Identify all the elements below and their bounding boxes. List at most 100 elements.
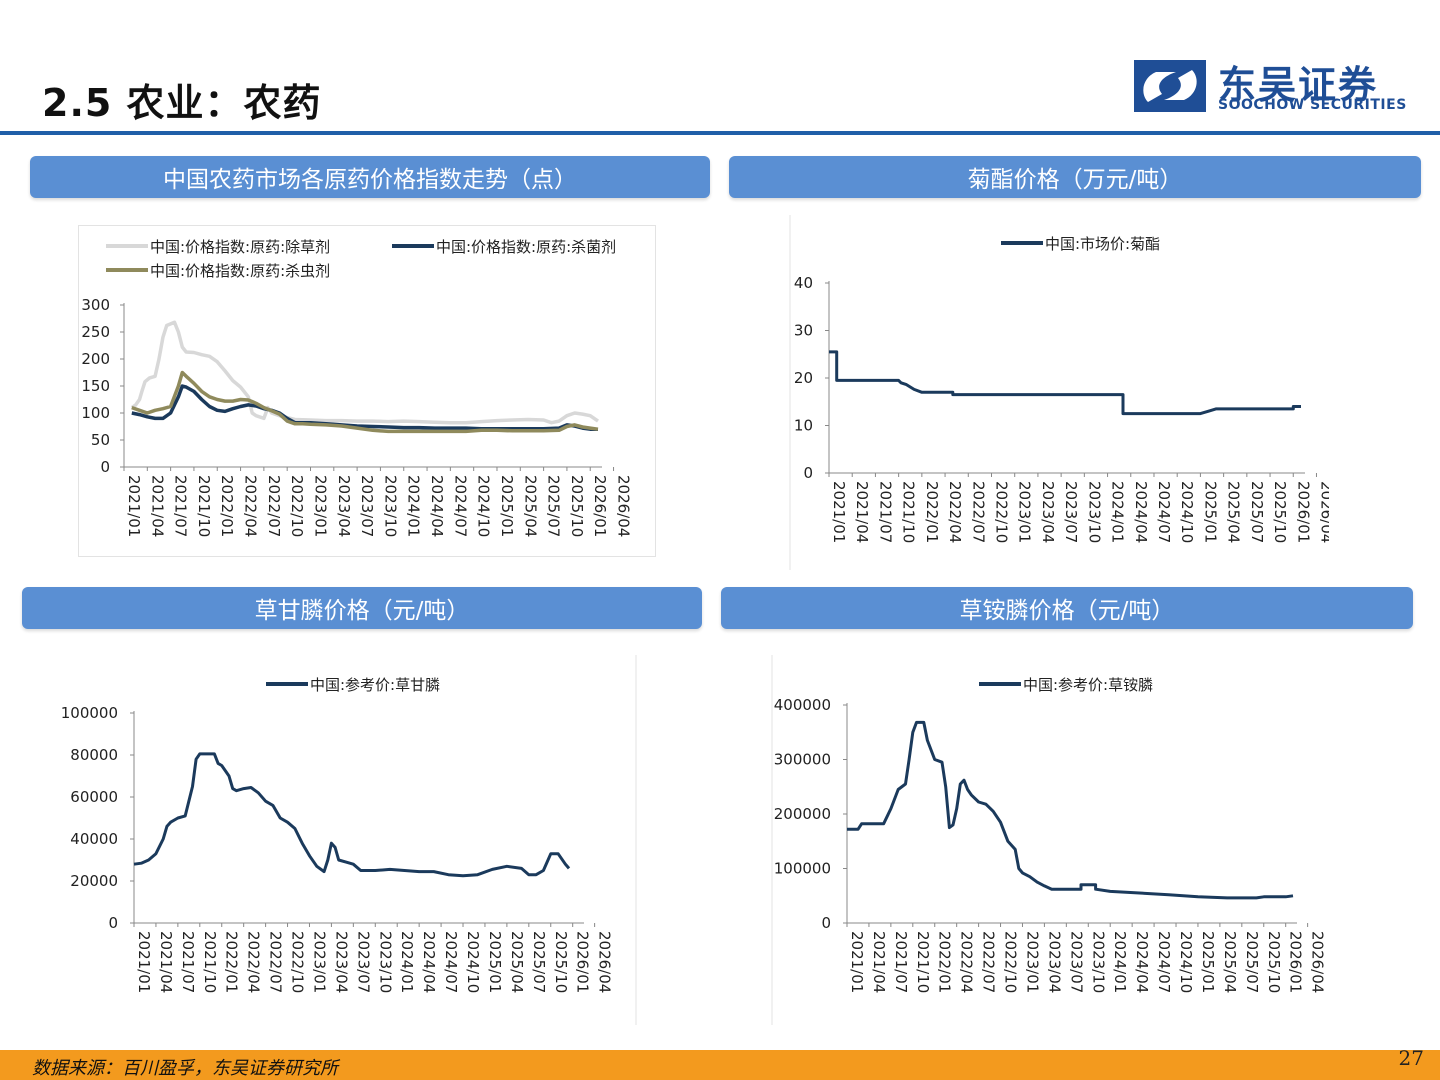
x-tick-label: 2023/01 — [1016, 481, 1034, 543]
logo: 东吴证券 SOOCHOW SECURITIES — [1132, 56, 1412, 116]
chart4-banner: 草铵膦价格（元/吨） — [721, 587, 1413, 629]
x-tick-label: 2024/01 — [405, 475, 423, 537]
legend-label-glufosinate: 中国:参考价:草铵膦 — [1023, 676, 1153, 694]
x-tick-label: 2021/07 — [172, 475, 190, 537]
x-tick-label: 2021/07 — [892, 931, 910, 993]
y-tick-label: 40 — [794, 274, 813, 292]
x-tick-label: 2022/04 — [946, 481, 964, 543]
x-tick-label: 2025/10 — [1265, 931, 1283, 993]
y-tick-label: 150 — [81, 377, 110, 395]
x-tick-label: 2021/01 — [135, 931, 153, 993]
legend-label-fungicide: 中国:价格指数:原药:杀菌剂 — [436, 238, 616, 256]
x-tick-label: 2023/07 — [358, 475, 376, 537]
chart3-legend: 中国:参考价:草甘膦 — [266, 676, 440, 694]
x-tick-label: 2025/04 — [508, 931, 526, 993]
x-tick-label: 2025/10 — [568, 475, 586, 537]
x-tick-label: 2025/01 — [1199, 931, 1217, 993]
chart2-legend: 中国:市场价:菊酯 — [1001, 235, 1160, 253]
x-tick-label: 2024/07 — [1155, 931, 1173, 993]
y-tick-label: 80000 — [70, 746, 118, 764]
x-tick-label: 2024/01 — [1111, 931, 1129, 993]
chart1-legend: 中国:价格指数:原药:除草剂 中国:价格指数:原药:杀菌剂 中国:价格指数:原药… — [106, 238, 616, 280]
x-tick-label: 2023/04 — [335, 475, 353, 537]
y-tick-label: 100 — [81, 404, 110, 422]
footer-source: 数据来源：百川盈孚，东吴证券研究所 — [32, 1058, 338, 1079]
x-tick-label: 2025/01 — [498, 475, 516, 537]
x-tick-label: 2024/10 — [1178, 481, 1196, 543]
x-tick-label: 2025/07 — [530, 931, 548, 993]
chart1-banner: 中国农药市场各原药价格指数走势（点） — [30, 156, 710, 198]
title-rule — [0, 131, 1440, 135]
x-tick-label: 2025/04 — [521, 475, 539, 537]
x-tick-label: 2021/10 — [201, 931, 219, 993]
x-tick-label: 2023/07 — [354, 931, 372, 993]
footer-bar: 数据来源：百川盈孚，东吴证券研究所 — [0, 1050, 1440, 1080]
logo-mark-icon — [1134, 60, 1206, 112]
y-tick-label: 50 — [91, 431, 110, 449]
y-tick-label: 0 — [803, 464, 813, 482]
y-tick-label: 200000 — [774, 805, 831, 823]
x-tick-label: 2021/01 — [848, 931, 866, 993]
chart1-pesticide-index: 中国:价格指数:原药:除草剂 中国:价格指数:原药:杀菌剂 中国:价格指数:原药… — [78, 225, 656, 557]
x-tick-label: 2022/07 — [267, 931, 285, 993]
chart1-plot: 0 50 100 150 200 250 300 2021/01 2021/04 2021/07 2… — [81, 296, 632, 537]
logo-cn-text: 东吴证券 — [1218, 63, 1379, 107]
x-tick-label: 2026/04 — [596, 931, 614, 993]
x-tick-label: 2025/07 — [1248, 481, 1266, 543]
x-tick-label: 2024/10 — [464, 931, 482, 993]
x-tick-label: 2023/04 — [1039, 481, 1057, 543]
x-tick-label: 2024/04 — [1132, 481, 1150, 543]
x-tick-label: 2025/10 — [1271, 481, 1289, 543]
y-tick-label: 300 — [81, 296, 110, 314]
y-tick-label: 20000 — [70, 872, 118, 890]
chart1-frame — [78, 225, 656, 557]
x-tick-label: 2021/10 — [900, 481, 918, 543]
x-tick-label: 2025/01 — [486, 931, 504, 993]
x-tick-label: 2023/07 — [1062, 481, 1080, 543]
x-tick-label: 2026/01 — [591, 475, 609, 537]
x-tick-label: 2025/07 — [1243, 931, 1261, 993]
x-tick-label: 2024/04 — [1133, 931, 1151, 993]
x-tick-label: 2021/04 — [148, 475, 166, 537]
y-tick-label: 200 — [81, 350, 110, 368]
y-tick-label: 100000 — [774, 860, 831, 878]
x-tick-label: 2024/04 — [420, 931, 438, 993]
x-tick-label: 2021/07 — [179, 931, 197, 993]
x-tick-label: 2022/07 — [969, 481, 987, 543]
x-tick-label: 2023/01 — [310, 931, 328, 993]
x-tick-label: 2024/10 — [475, 475, 493, 537]
x-tick-label: 2022/07 — [265, 475, 283, 537]
x-tick-label: 2022/04 — [242, 475, 260, 537]
series-line-0 — [130, 320, 599, 425]
chart3-glyphosate-price: 中国:参考价:草甘膦 0 20000 40000 60000 80000 100000 20… — [61, 655, 637, 1025]
x-tick-label: 2021/10 — [914, 931, 932, 993]
x-tick-label: 2022/04 — [245, 931, 263, 993]
chart3-banner: 草甘膦价格（元/吨） — [22, 587, 702, 629]
x-tick-label: 2022/01 — [936, 931, 954, 993]
x-tick-label: 2023/10 — [1085, 481, 1103, 543]
x-tick-label: 2024/07 — [451, 475, 469, 537]
series-line-0 — [133, 752, 571, 878]
x-tick-label: 2022/10 — [288, 475, 306, 537]
y-tick-label: 20 — [794, 369, 813, 387]
series-line-2 — [131, 370, 599, 434]
x-tick-label: 2022/01 — [223, 931, 241, 993]
page-title: 2.5 农业：农药 — [42, 81, 322, 125]
y-tick-label: 400000 — [774, 696, 831, 714]
x-tick-label: 2025/07 — [545, 475, 563, 537]
x-tick-label: 2022/10 — [289, 931, 307, 993]
x-tick-label: 2023/01 — [1023, 931, 1041, 993]
x-tick-label: 2025/04 — [1221, 931, 1239, 993]
x-tick-label: 2023/01 — [311, 475, 329, 537]
x-tick-label: 2024/01 — [398, 931, 416, 993]
y-tick-label: 0 — [108, 914, 118, 932]
chart2-pyrethroid-price: 中国:市场价:菊酯 0 10 20 30 40 2021/01 2021/04 2021/07… — [789, 215, 1329, 570]
x-tick-label: 2026/04 — [615, 475, 633, 537]
y-tick-label: 40000 — [70, 830, 118, 848]
x-tick-label: 2026/04 — [1317, 481, 1329, 543]
y-tick-label: 0 — [100, 458, 110, 476]
x-tick-label: 2026/01 — [574, 931, 592, 993]
x-tick-label: 2021/10 — [195, 475, 213, 537]
